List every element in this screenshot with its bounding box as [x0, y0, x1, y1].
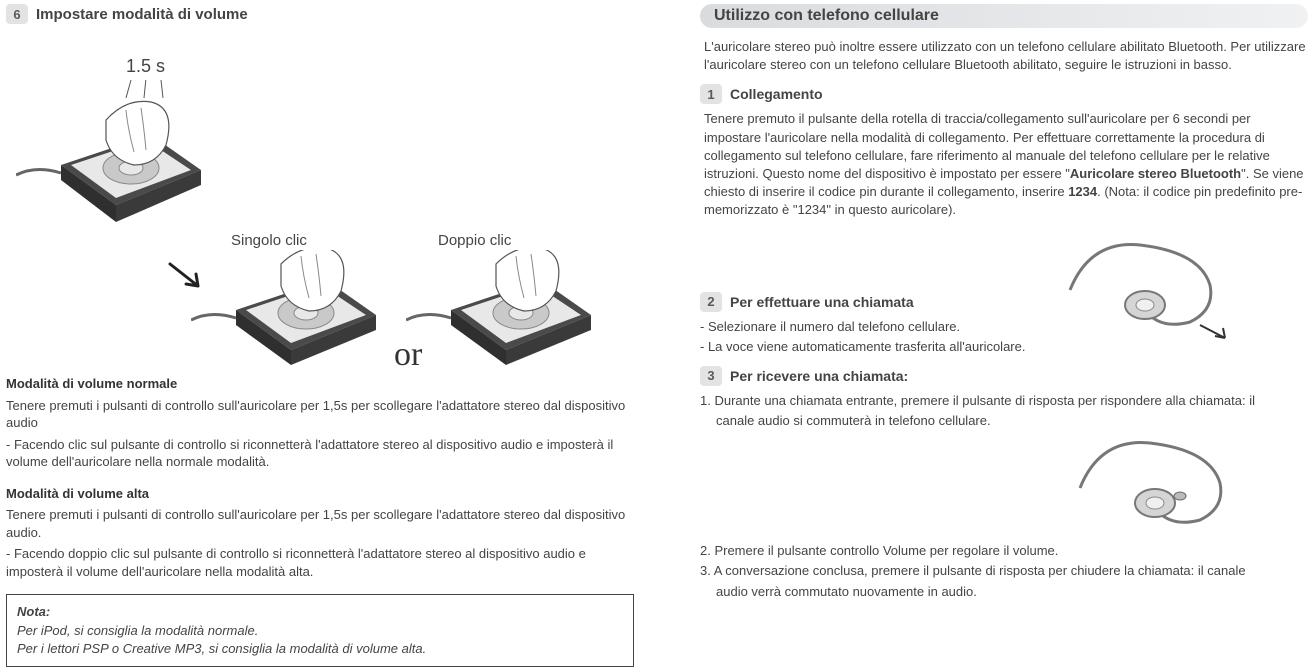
- step-1-body: Tenere premuto il pulsante della rotella…: [700, 110, 1308, 219]
- s1-device-name: Auricolare stereo Bluetooth: [1070, 166, 1241, 181]
- s3-line-3b: audio verrà commutato nuovamente in audi…: [700, 583, 1308, 601]
- step-number-badge: 6: [6, 4, 28, 24]
- left-column: 6 Impostare modalità di volume 1.5 s Sin…: [0, 0, 654, 667]
- device-single-click: [191, 250, 391, 380]
- step-2-badge: 2: [700, 292, 722, 312]
- normal-mode-title: Modalità di volume normale: [6, 376, 177, 391]
- volume-mode-illustration: 1.5 s Singolo clic Doppio clic or: [6, 30, 634, 375]
- step-1-header: 1 Collegamento: [700, 84, 1308, 104]
- right-column: Utilizzo con telefono cellulare L'aurico…: [700, 0, 1308, 603]
- high-mode-text-2: - Facendo doppio clic sul pulsante di co…: [6, 545, 634, 580]
- intro-text: L'auricolare stereo può inoltre essere u…: [700, 38, 1308, 74]
- s2-line-2: - La voce viene automaticamente trasferi…: [700, 338, 1308, 356]
- right-header-text: Utilizzo con telefono cellulare: [714, 7, 939, 24]
- right-section-header: Utilizzo con telefono cellulare: [700, 4, 1308, 28]
- high-mode-text-1: Tenere premuti i pulsanti di controllo s…: [6, 506, 634, 541]
- high-mode-title: Modalità di volume alta: [6, 486, 149, 501]
- headset-pairing-icon: [1050, 230, 1250, 340]
- s3-line-1a: 1. Durante una chiamata entrante, premer…: [700, 392, 1308, 410]
- step-2-title: Per effettuare una chiamata: [730, 294, 914, 310]
- step-3-header: 3 Per ricevere una chiamata:: [700, 366, 1308, 386]
- section-title: Impostare modalità di volume: [36, 6, 248, 23]
- step-1-badge: 1: [700, 84, 722, 104]
- single-click-label: Singolo clic: [231, 232, 307, 249]
- hold-duration-label: 1.5 s: [126, 56, 165, 77]
- high-mode-block: Modalità di volume alta Tenere premuti i…: [6, 485, 634, 581]
- normal-mode-text-1: Tenere premuti i pulsanti di controllo s…: [6, 397, 634, 432]
- normal-mode-block: Modalità di volume normale Tenere premut…: [6, 375, 634, 471]
- normal-mode-text-2: - Facendo clic sul pulsante di controllo…: [6, 436, 634, 471]
- note-line-2: Per i lettori PSP o Creative MP3, si con…: [17, 641, 426, 656]
- s1-pin: 1234: [1068, 184, 1097, 199]
- step-3-badge: 3: [700, 366, 722, 386]
- s3-line-3a: 3. A conversazione conclusa, premere il …: [700, 562, 1308, 580]
- note-label: Nota:: [17, 604, 50, 619]
- headset-answer-icon: [1060, 428, 1260, 538]
- note-box: Nota: Per iPod, si consiglia la modalità…: [6, 594, 634, 667]
- device-double-click: [406, 250, 606, 380]
- step-3-title: Per ricevere una chiamata:: [730, 368, 908, 384]
- note-line-1: Per iPod, si consiglia la modalità norma…: [17, 623, 258, 638]
- step-1-title: Collegamento: [730, 86, 823, 102]
- double-click-label: Doppio clic: [438, 232, 511, 249]
- section-6-header: 6 Impostare modalità di volume: [6, 4, 634, 24]
- s3-line-2: 2. Premere il pulsante controllo Volume …: [700, 542, 1308, 560]
- device-press-top: [16, 80, 216, 240]
